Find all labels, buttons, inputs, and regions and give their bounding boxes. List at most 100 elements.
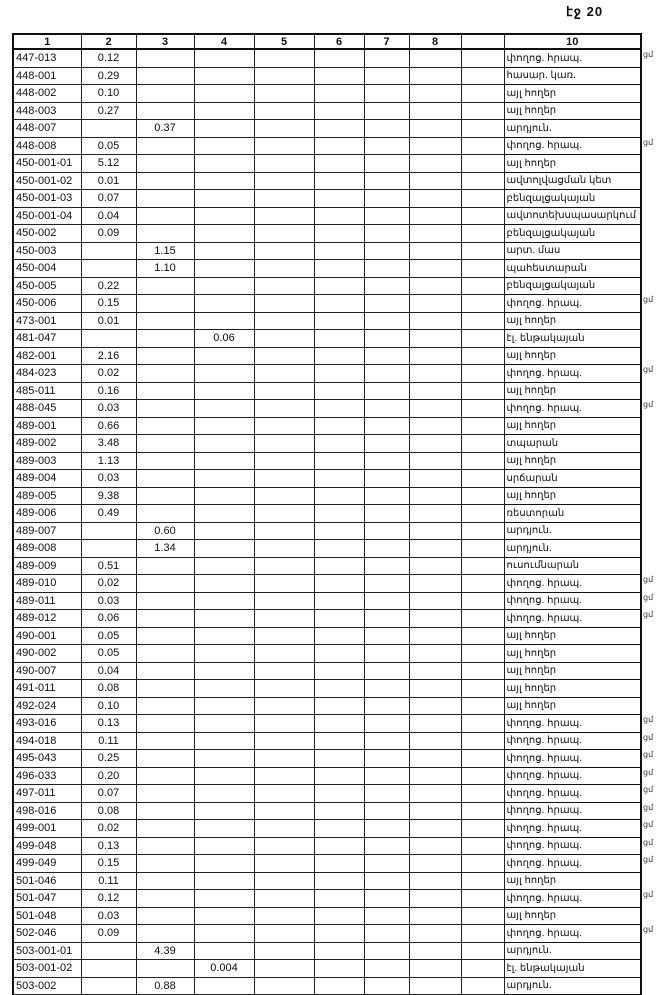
value-col-4-cell <box>193 101 255 120</box>
value-col-2-cell: 0.04 <box>80 661 137 680</box>
value-col-4-cell <box>193 399 255 418</box>
value-col-3-cell <box>135 364 195 383</box>
value-col-2-cell: 5.12 <box>80 154 137 173</box>
col-8-cell <box>408 66 462 85</box>
col-9-cell <box>460 644 505 663</box>
parcel-code-cell: 502-046 <box>12 924 82 943</box>
value-col-2-cell: 0.10 <box>80 696 137 715</box>
value-col-3-cell <box>135 556 195 575</box>
col-8-cell <box>408 381 462 400</box>
col-9-cell <box>460 48 505 68</box>
table-row: 503-001-02 0.004 էլ. ենթակայան <box>12 959 642 978</box>
col-6-cell <box>313 941 365 960</box>
col-6-cell <box>313 364 365 383</box>
col-9-cell <box>460 924 505 943</box>
value-col-4-cell: 0.06 <box>193 329 255 348</box>
land-use-cell: այլ հողեր <box>503 679 642 698</box>
column-header-10: 10 <box>503 33 642 50</box>
col-8-cell <box>408 854 462 873</box>
margin-mark: ցմ <box>643 50 654 59</box>
value-col-3-cell <box>135 714 195 733</box>
parcel-code-cell: 450-001-04 <box>12 206 82 225</box>
parcel-code-cell: 491-011 <box>12 679 82 698</box>
column-header-7: 7 <box>363 33 410 50</box>
col-9-cell <box>460 434 505 453</box>
value-col-4-cell <box>193 801 255 820</box>
col-9-cell <box>460 206 505 225</box>
col-8-cell <box>408 101 462 120</box>
value-col-2-cell: 0.15 <box>80 294 137 313</box>
col-5-cell <box>253 189 315 208</box>
table-row: 450-001-04 0.04 ավտոտեխսպասարկում <box>12 206 642 225</box>
value-col-3-cell <box>135 959 195 978</box>
col-8-cell <box>408 189 462 208</box>
land-use-cell: արդյուն. <box>503 521 642 540</box>
land-use-cell: փողոց. հրապ. <box>503 766 642 785</box>
col-8-cell <box>408 574 462 593</box>
value-col-4-cell <box>193 276 255 295</box>
parcel-code-cell: 450-002 <box>12 224 82 243</box>
col-6-cell <box>313 661 365 680</box>
col-8-cell <box>408 679 462 698</box>
parcel-code-cell: 490-001 <box>12 626 82 645</box>
table-row: 448-003 0.27 այլ հողեր <box>12 101 642 120</box>
value-col-2-cell: 0.01 <box>80 171 137 190</box>
col-8-cell <box>408 136 462 155</box>
col-7-cell <box>363 276 410 295</box>
value-col-3-cell: 4.39 <box>135 941 195 960</box>
parcel-code-cell: 492-024 <box>12 696 82 715</box>
col-5-cell <box>253 836 315 855</box>
table-row: 489-003 1.13 այլ հողեր <box>12 451 642 470</box>
land-use-cell: այլ հողեր <box>503 871 642 890</box>
col-7-cell <box>363 346 410 365</box>
col-7-cell <box>363 871 410 890</box>
value-col-3-cell <box>135 346 195 365</box>
col-9-cell <box>460 469 505 488</box>
col-9-cell <box>460 136 505 155</box>
col-8-cell <box>408 591 462 610</box>
value-col-3-cell <box>135 609 195 628</box>
col-7-cell <box>363 539 410 558</box>
col-7-cell <box>363 294 410 313</box>
col-5-cell <box>253 854 315 873</box>
land-parcel-table: 1 2 3 4 5 6 7 8 10 447-013 0.12 փողոց. հրապ. 448-00… <box>12 33 642 995</box>
value-col-3-cell <box>135 206 195 225</box>
land-use-cell: այլ հողեր <box>503 626 642 645</box>
table-row: 489-001 0.66 այլ հողեր <box>12 416 642 435</box>
margin-mark: ցմ <box>643 890 654 899</box>
value-col-3-cell <box>135 136 195 155</box>
value-col-3-cell <box>135 416 195 435</box>
col-5-cell <box>253 399 315 418</box>
col-6-cell <box>313 434 365 453</box>
col-8-cell <box>408 416 462 435</box>
col-5-cell <box>253 311 315 330</box>
col-8-cell <box>408 276 462 295</box>
land-use-cell: այլ հողեր <box>503 486 642 505</box>
col-7-cell <box>363 416 410 435</box>
col-9-cell <box>460 521 505 540</box>
col-6-cell <box>313 679 365 698</box>
col-6-cell <box>313 276 365 295</box>
col-8-cell <box>408 434 462 453</box>
col-9-cell <box>460 714 505 733</box>
col-5-cell <box>253 679 315 698</box>
value-col-4-cell <box>193 486 255 505</box>
col-6-cell <box>313 189 365 208</box>
col-9-cell <box>460 346 505 365</box>
margin-mark: ցմ <box>643 295 654 304</box>
col-7-cell <box>363 854 410 873</box>
col-6-cell <box>313 399 365 418</box>
col-9-cell <box>460 959 505 978</box>
col-5-cell <box>253 591 315 610</box>
value-col-3-cell <box>135 66 195 85</box>
value-col-4-cell <box>193 119 255 138</box>
land-use-cell: փողոց. հրապ. <box>503 924 642 943</box>
value-col-3-cell <box>135 189 195 208</box>
land-use-cell: ավտոլվացման կետ <box>503 171 642 190</box>
value-col-2-cell: 0.15 <box>80 854 137 873</box>
margin-mark: ցմ <box>643 750 654 759</box>
table-row: 492-024 0.10 այլ հողեր <box>12 696 642 715</box>
parcel-code-cell: 503-001-01 <box>12 941 82 960</box>
col-8-cell <box>408 731 462 750</box>
col-9-cell <box>460 889 505 908</box>
